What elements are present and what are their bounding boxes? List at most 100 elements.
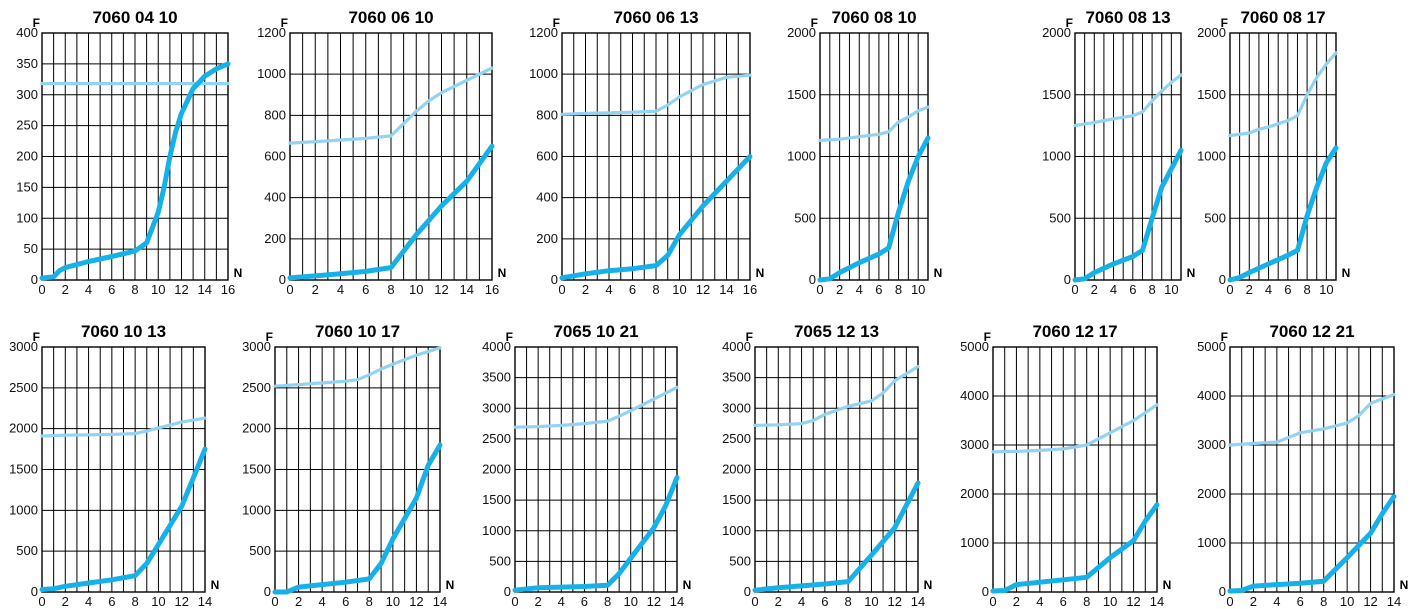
y-tick-label: 3000 [1197, 437, 1226, 452]
plot-frame [992, 346, 1158, 593]
chart-panel: 0 200 400 600 800 1000 1200 0 2 4 6 8 10 12 14 16 F N 7060… [257, 8, 506, 297]
y-tick-label: 1000 [1042, 149, 1071, 164]
y-tick-label: 3000 [482, 400, 511, 415]
series-line-light [40, 416, 207, 438]
x-axis-label: N [446, 578, 455, 592]
y-axis-label: F [984, 330, 991, 344]
y-tick-label: 500 [16, 543, 38, 558]
chart-panel: 0 500 1000 1500 2000 2500 3000 3500 4000 0 2 4 6 8 10 1… [482, 322, 691, 609]
series-line-dark [990, 502, 1160, 594]
x-tick-label: 10 [151, 594, 165, 609]
y-tick-label: 5000 [1197, 339, 1226, 354]
x-tick-label: 6 [362, 282, 369, 297]
x-tick-label: 6 [629, 282, 636, 297]
y-tick-label: 500 [489, 553, 511, 568]
y-tick-label: 1000 [529, 66, 558, 81]
x-tick-label: 6 [821, 594, 828, 609]
y-axis-label: F [33, 330, 40, 344]
x-axis-label: N [934, 266, 943, 280]
y-tick-label: 0 [504, 584, 511, 599]
y-tick-label: 1000 [9, 502, 38, 517]
x-tick-label: 10 [1164, 282, 1178, 297]
chart-panel: 0 500 1000 1500 2000 2500 3000 0 2 4 6 8 10 12 14 F N 706… [242, 322, 454, 609]
y-tick-label: 1500 [787, 87, 816, 102]
y-tick-label: 800 [264, 107, 286, 122]
x-tick-label: 4 [319, 594, 326, 609]
x-tick-label: 12 [409, 594, 423, 609]
x-tick-label: 14 [1387, 594, 1401, 609]
x-tick-label: 12 [174, 594, 188, 609]
y-tick-label: 0 [1064, 272, 1071, 287]
y-axis-label: F [506, 330, 513, 344]
x-axis-label: N [683, 578, 692, 592]
y-tick-label: 3500 [482, 370, 511, 385]
x-tick-label: 0 [816, 282, 823, 297]
y-axis-label: F [1221, 330, 1228, 344]
y-tick-label: 200 [16, 149, 38, 164]
y-tick-label: 1500 [1197, 87, 1226, 102]
x-axis-label: N [756, 266, 765, 280]
y-axis-label: F [746, 330, 753, 344]
y-tick-label: 0 [551, 272, 558, 287]
y-tick-label: 2000 [9, 421, 38, 436]
y-tick-label: 3000 [9, 339, 38, 354]
x-tick-label: 2 [62, 282, 69, 297]
chart-title: 7060 08 13 [1085, 8, 1170, 27]
y-tick-label: 600 [536, 149, 558, 164]
x-tick-label: 0 [751, 594, 758, 609]
x-tick-label: 16 [485, 282, 499, 297]
series-line-dark [287, 143, 495, 281]
y-tick-label: 500 [1204, 210, 1226, 225]
x-tick-label: 6 [1297, 594, 1304, 609]
x-tick-label: 8 [132, 594, 139, 609]
y-tick-label: 1000 [787, 149, 816, 164]
chart-title: 7060 06 13 [613, 8, 698, 27]
x-tick-label: 4 [1110, 282, 1117, 297]
chart-title: 7060 12 21 [1269, 322, 1354, 341]
y-tick-label: 3000 [722, 400, 751, 415]
y-tick-label: 150 [16, 179, 38, 194]
x-axis-label: N [1163, 578, 1172, 592]
x-tick-label: 6 [1284, 282, 1291, 297]
y-tick-label: 2500 [242, 380, 271, 395]
x-tick-label: 10 [409, 282, 423, 297]
y-axis-label: F [811, 16, 818, 30]
series-line-light [818, 105, 930, 142]
y-tick-label: 2000 [1197, 486, 1226, 501]
chart-title: 7060 04 10 [92, 8, 177, 27]
x-axis-label: N [234, 266, 243, 280]
y-axis-label: F [281, 16, 288, 30]
x-tick-label: 0 [271, 594, 278, 609]
y-tick-label: 2000 [960, 486, 989, 501]
x-tick-label: 14 [460, 282, 474, 297]
series-line-dark [817, 135, 931, 283]
plot-frame [1229, 346, 1395, 593]
series-line-dark [512, 475, 680, 593]
y-tick-label: 2000 [722, 462, 751, 477]
y-tick-label: 2000 [482, 462, 511, 477]
plot-frame [1074, 32, 1182, 281]
y-tick-label: 0 [982, 584, 989, 599]
plot-frame [289, 32, 493, 281]
y-tick-label: 800 [536, 107, 558, 122]
y-tick-label: 600 [264, 149, 286, 164]
y-tick-label: 400 [264, 190, 286, 205]
y-axis-label: F [1066, 16, 1073, 30]
y-tick-label: 1000 [1197, 149, 1226, 164]
x-tick-label: 4 [1036, 594, 1043, 609]
y-tick-label: 500 [249, 543, 271, 558]
series-line-light [991, 403, 1159, 454]
y-tick-label: 4000 [960, 388, 989, 403]
x-tick-label: 2 [295, 594, 302, 609]
y-tick-label: 500 [729, 553, 751, 568]
x-tick-label: 12 [696, 282, 710, 297]
x-axis-label: N [498, 266, 507, 280]
x-tick-label: 4 [798, 594, 805, 609]
x-tick-label: 8 [604, 594, 611, 609]
x-tick-label: 14 [198, 282, 212, 297]
chart-title: 7060 06 10 [348, 8, 433, 27]
x-tick-label: 16 [743, 282, 757, 297]
x-tick-label: 0 [989, 594, 996, 609]
